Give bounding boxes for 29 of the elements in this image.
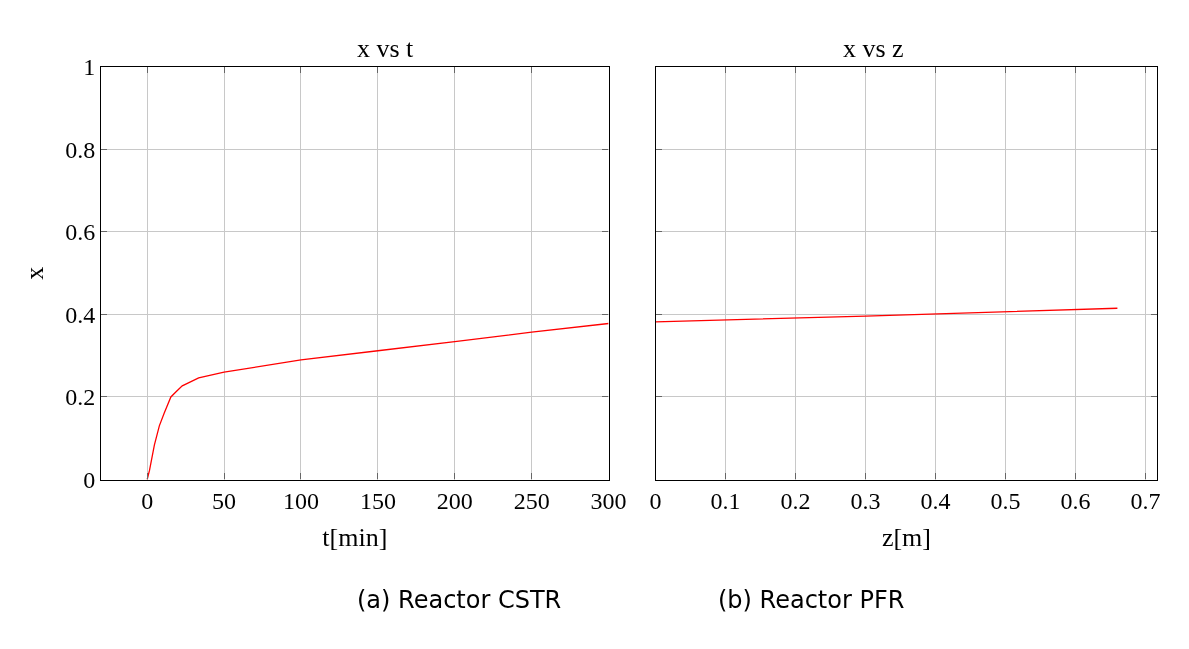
x-axis-title: t[min] [322, 523, 388, 553]
x-tick-label: 250 [513, 488, 550, 515]
y-tick-label: 0.8 [65, 136, 96, 163]
text: (a) Reactor CSTR [357, 586, 562, 614]
y-tick-label: 0.6 [65, 219, 96, 246]
y-tick-label: 0 [83, 466, 96, 493]
x-tick-label: 0.3 [850, 488, 881, 515]
x-tick-label: 0.2 [780, 488, 811, 515]
y-tick-label: 0.4 [65, 301, 96, 328]
x-tick-label: 0.6 [1060, 488, 1091, 515]
line-series [146, 322, 609, 480]
chart-title: x vs t [357, 34, 415, 63]
x-tick-label: 50 [212, 488, 237, 515]
x-tick-label: 200 [436, 488, 473, 515]
x-tick-label: 300 [590, 488, 627, 515]
x-tick-label: 0.7 [1130, 488, 1161, 515]
y-tick-label: 1 [83, 54, 96, 81]
x-axis-title: z[m] [881, 523, 931, 553]
x-tick-label: 150 [359, 488, 396, 515]
x-tick-label: 0.1 [710, 488, 741, 515]
text: (b) Reactor PFR [718, 586, 905, 614]
x-tick-label: 0.4 [920, 488, 951, 515]
x-tick-label: 0 [649, 488, 662, 515]
y-tick-label: 0.2 [65, 384, 96, 411]
x-tick-label: 0 [141, 488, 154, 515]
y-axis-title: x [19, 266, 49, 280]
chart-title: x vs z [843, 34, 904, 63]
x-tick-label: 0.5 [990, 488, 1021, 515]
x-tick-label: 100 [282, 488, 319, 515]
